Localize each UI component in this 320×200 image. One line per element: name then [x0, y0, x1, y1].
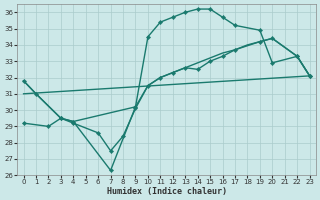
X-axis label: Humidex (Indice chaleur): Humidex (Indice chaleur) [107, 187, 227, 196]
